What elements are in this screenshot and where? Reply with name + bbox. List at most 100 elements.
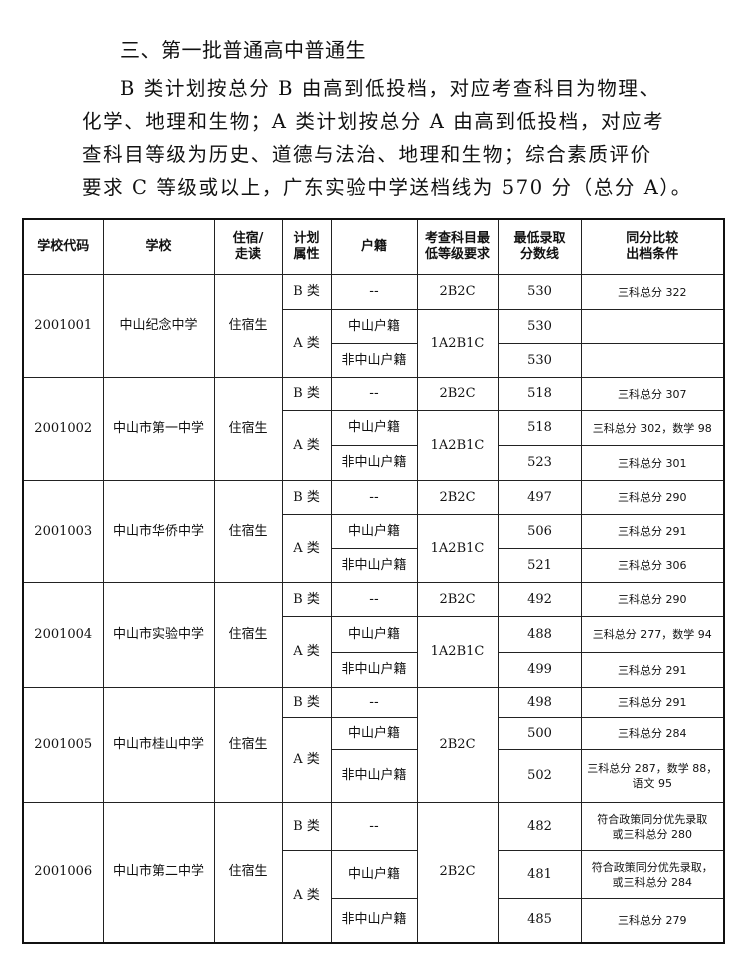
header-residence: 住宿/ 走读 [213,218,283,275]
min-score: 523 [497,445,582,481]
min-score: 488 [497,616,582,653]
min-score: 481 [497,850,582,899]
residence-type: 住宿生 [213,687,283,803]
table-row: A 类中山户籍 1A2B1C 488 三科总分 277，数学 94 [23,616,725,688]
plan-type: A 类 [281,616,332,688]
school-code: 2001004 [22,582,104,688]
tie-break-condition: 三科总分 291 [580,687,725,718]
grade-requirement: 2B2C [416,274,499,310]
plan-type: A 类 [281,309,332,378]
grade-requirement: 2B2C [416,377,499,411]
min-score: 498 [497,687,582,718]
hukou: -- [330,687,418,718]
plan-type: B 类 [281,582,332,617]
grade-requirement: 1A2B1C [416,309,499,378]
table-row: A 类中山户籍 1A2B1C 530 [23,309,725,378]
hukou: -- [330,582,418,617]
min-score: 506 [497,514,582,549]
plan-type: A 类 [281,410,332,481]
table-row: 2001002 中山市第一中学 住宿生 B 类 -- 2B2C 518 三科总分 307 [22,377,725,481]
school-code: 2001002 [22,377,104,481]
header-hukou: 户籍 [330,218,418,275]
tie-break-condition: 三科总分 322 [580,274,725,310]
residence-type: 住宿生 [213,582,283,688]
table-row: 非中山户籍 521 三科总分 306 [23,548,725,583]
plan-type: A 类 [281,514,332,583]
school-name: 中山市华侨中学 [102,480,215,583]
tie-break-condition: 三科总分 291 [580,652,725,688]
min-score: 521 [497,548,582,583]
min-score: 492 [497,582,582,617]
table-row: 非中山户籍 530 [23,343,725,378]
header-row: 学校代码 学校 住宿/ 走读 计划 属性 户籍 考查科目最 低等级要求 最低录取 分数线 同分… [22,218,725,275]
tie-break-condition: 三科总分 284 [580,717,725,750]
plan-type: A 类 [281,717,332,803]
tie-break-condition: 符合政策同分优先录取， 或三科总分 284 [580,850,725,899]
min-score: 500 [497,717,582,750]
grade-requirement: 1A2B1C [416,616,499,688]
plan-type: A 类 [281,850,332,943]
tie-break-condition: 三科总分 279 [580,898,725,943]
plan-type: B 类 [281,377,332,411]
hukou: -- [330,274,418,310]
table-row: 非中山户籍 523 三科总分 301 [23,445,725,481]
table-row: 2001003 中山市华侨中学 住宿生 B 类 -- 2B2C 497 三科总分 290 [22,480,725,583]
header-min-score: 最低录取 分数线 [497,218,582,275]
residence-type: 住宿生 [213,377,283,481]
tie-break-condition [580,343,725,378]
plan-type: B 类 [281,480,332,515]
hukou: 中山户籍 [330,850,418,899]
hukou: 中山户籍 [330,514,418,549]
table-row: 非中山户籍 499 三科总分 291 [23,652,725,688]
admission-score-table: 学校代码 学校 住宿/ 走读 计划 属性 户籍 考查科目最 低等级要求 最低录取 分数线 同分… [22,218,725,944]
school-code: 2001005 [22,687,104,803]
paragraph-line: 要求 C 等级或以上，广东实验中学送档线为 570 分（总分 A）。 [82,176,692,199]
table-row: A 类中山户籍 500 三科总分 284 [23,717,725,803]
header-plan-type: 计划 属性 [281,218,332,275]
paragraph-line: 化学、地理和生物；A 类计划按总分 A 由高到低投档，对应考 [82,110,665,133]
grade-requirement: 1A2B1C [416,410,499,481]
residence-type: 住宿生 [213,802,283,943]
min-score: 530 [497,309,582,344]
tie-break-condition: 三科总分 301 [580,445,725,481]
tie-break-condition: 三科总分 277，数学 94 [580,616,725,653]
tie-break-condition: 三科总分 307 [580,377,725,411]
min-score: 499 [497,652,582,688]
hukou: 非中山户籍 [330,749,418,803]
plan-type: B 类 [281,274,332,310]
table-row: 2001005 中山市桂山中学 住宿生 B 类 -- 2B2C 498 三科总分 291 [22,687,725,803]
hukou: 非中山户籍 [330,343,418,378]
school-code: 2001003 [22,480,104,583]
hukou: 中山户籍 [330,616,418,653]
residence-type: 住宿生 [213,274,283,378]
tie-break-condition: 三科总分 290 [580,582,725,617]
hukou: 非中山户籍 [330,898,418,943]
hukou: -- [330,377,418,411]
table-row: 2001006 中山市第二中学 住宿生 B 类 -- 2B2C 482 符合政策同分优先录取 … [22,802,725,943]
grade-requirement: 1A2B1C [416,514,499,583]
table-row: 2001004 中山市实验中学 住宿生 B 类 -- 2B2C 492 三科总分 290 [22,582,725,688]
hukou: 中山户籍 [330,717,418,750]
min-score: 518 [497,377,582,411]
tie-break-condition: 三科总分 306 [580,548,725,583]
table-row: 非中山户籍 485 三科总分 279 [23,898,725,943]
min-score: 518 [497,410,582,446]
plan-type: B 类 [281,802,332,851]
header-grade-requirement: 考查科目最 低等级要求 [416,218,499,275]
paragraph-line: B 类计划按总分 B 由高到低投档，对应考查科目为物理、 [120,77,661,100]
paragraph-line: 查科目等级为历史、道德与法治、地理和生物；综合素质评价 [82,143,652,166]
tie-break-condition: 三科总分 291 [580,514,725,549]
tie-break-condition: 符合政策同分优先录取 或三科总分 280 [580,802,725,851]
tie-break-condition: 三科总分 302，数学 98 [580,410,725,446]
min-score: 530 [497,274,582,310]
grade-requirement: 2B2C [416,687,499,803]
school-code: 2001006 [22,802,104,943]
intro-paragraph: B 类计划按总分 B 由高到低投档，对应考查科目为物理、 化学、地理和生物；A … [82,72,722,204]
min-score: 497 [497,480,582,515]
tie-break-condition: 三科总分 287，数学 88， 语文 95 [580,749,725,803]
header-tie-break: 同分比较 出档条件 [580,218,725,275]
table-row: A 类中山户籍 481 符合政策同分优先录取， 或三科总分 284 [23,850,725,943]
school-name: 中山市第一中学 [102,377,215,481]
hukou: 非中山户籍 [330,548,418,583]
section-title: 三、第一批普通高中普通生 [120,38,366,62]
